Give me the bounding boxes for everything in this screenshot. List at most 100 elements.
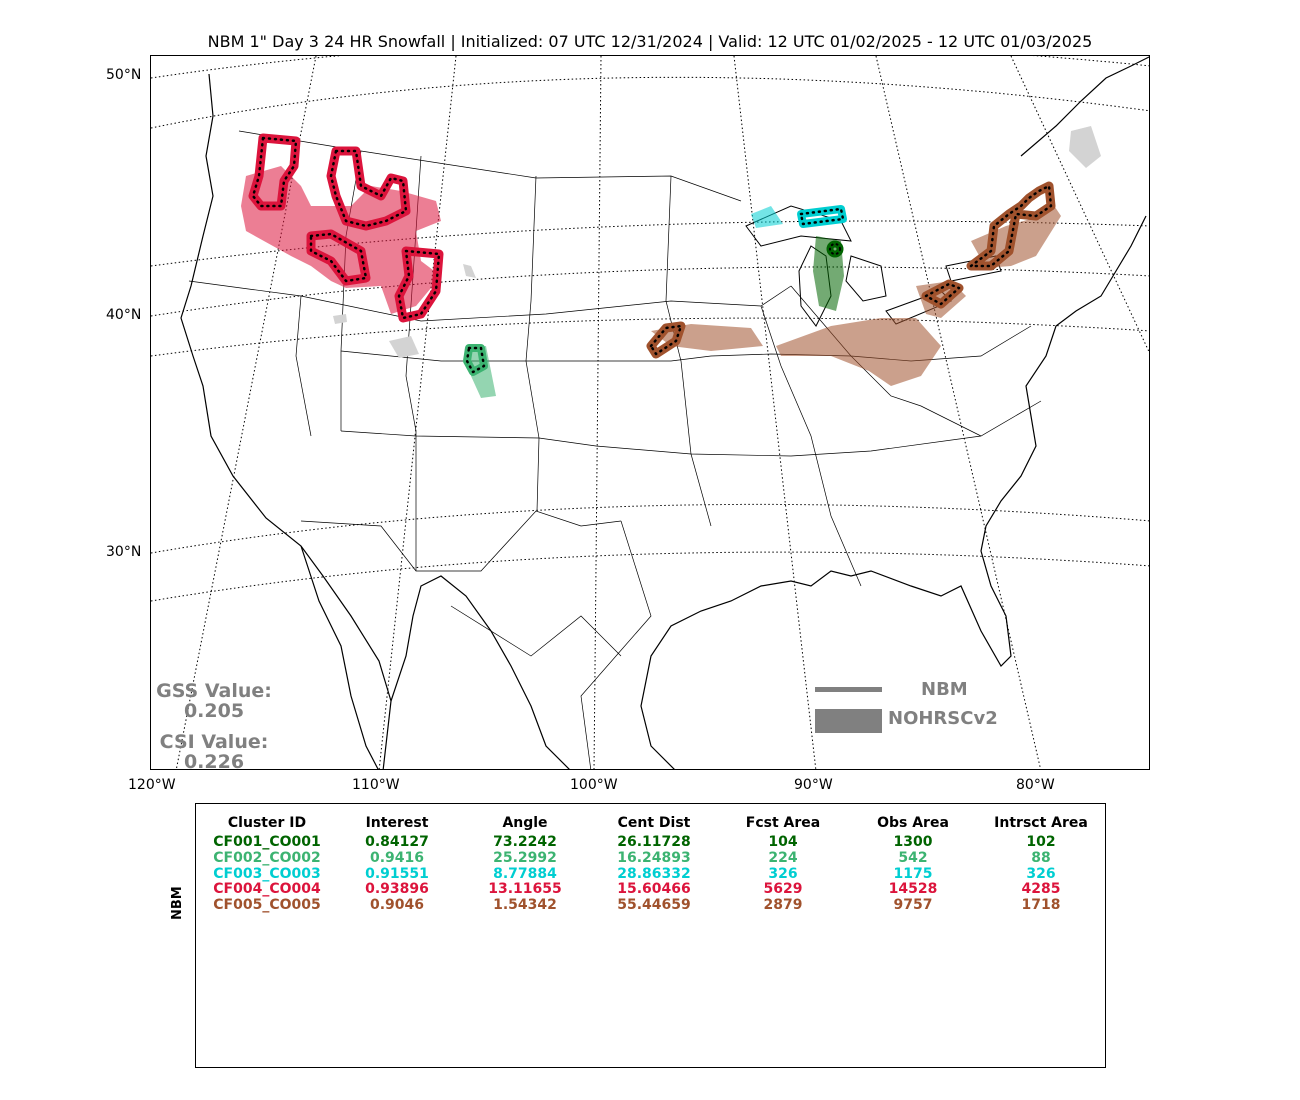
table-cell-obs-area: 1300 — [893, 834, 933, 850]
border-35n — [340, 400, 1042, 457]
map-canvas — [151, 56, 1149, 769]
table-side-label: NBM — [170, 886, 185, 920]
parallel-50 — [151, 56, 1149, 79]
lake-superior — [745, 205, 852, 247]
parallel-38 — [151, 317, 1149, 357]
cf002-forecast-outline — [463, 344, 488, 376]
lon-label-80: 80°W — [1016, 777, 1055, 793]
cf005-observed-area — [651, 201, 1061, 386]
unmatched-area-wyoming — [463, 264, 476, 278]
header-obs-area: Obs Area — [877, 815, 949, 831]
lat-label-40: 40°N — [106, 307, 142, 323]
header-cent-dist: Cent Dist — [617, 815, 691, 831]
cluster-statistics-table — [195, 803, 1106, 1068]
table-cell-interest: 0.84127 — [365, 834, 429, 850]
border-us-mexico — [300, 510, 622, 572]
table-cell-cent-dist: 26.11728 — [617, 834, 691, 850]
table-cell-cluster-id: CF001_CO001 — [213, 834, 321, 850]
parallel-47 — [151, 76, 1149, 129]
table-cell-angle: 1.54342 — [493, 897, 557, 914]
header-interest: Interest — [365, 815, 429, 831]
gss-label: GSS Value: — [156, 680, 272, 702]
border-mexico-states — [450, 605, 622, 657]
table-cell-cluster-id: CF005_CO005 — [213, 897, 321, 914]
cf002-observed-area — [471, 346, 496, 398]
table-cell-fcst-area: 5629 — [763, 881, 803, 898]
lat-label-30: 30°N — [106, 544, 142, 560]
parallel-40 — [151, 266, 1149, 317]
header-angle: Angle — [502, 815, 548, 831]
table-cell-cent-dist: 28.86332 — [617, 865, 691, 882]
border-nevada — [295, 295, 312, 437]
table-cell-fcst-area: 104 — [768, 834, 798, 850]
table-cell-obs-area: 14528 — [888, 881, 938, 898]
table-cell-fcst-area: 326 — [768, 865, 798, 882]
table-cell-angle: 8.77884 — [493, 865, 557, 882]
cf003-observed-area — [751, 206, 783, 228]
border-mississippi-e — [760, 305, 862, 587]
lon-label-90: 90°W — [794, 777, 833, 793]
map-panel — [150, 55, 1150, 770]
table-cell-angle: 25.2992 — [493, 849, 557, 866]
border-mexico-interior — [580, 520, 652, 769]
meridian-105 — [378, 56, 457, 769]
graticule — [151, 56, 1149, 769]
table-cell-cent-dist: 55.44659 — [617, 897, 691, 914]
cf005-forecast-dots — [649, 184, 1053, 356]
unmatched-area-maine — [1069, 126, 1101, 168]
gulf-east-coast — [640, 215, 1147, 769]
cf004-forecast-outline — [248, 133, 444, 323]
border-49n — [238, 130, 742, 202]
table-cell-intrsct-area: 4285 — [1021, 881, 1061, 898]
baja-california — [300, 545, 379, 769]
table-cell-fcst-area: 2879 — [763, 897, 803, 914]
meridian-100 — [593, 56, 602, 769]
border-kentucky — [850, 355, 982, 437]
table-cell-interest: 0.9416 — [369, 849, 425, 866]
header-cluster-id: Cluster ID — [227, 815, 307, 831]
lat-label-50: 50°N — [106, 67, 142, 83]
table-cell-cluster-id: CF004_CO004 — [213, 881, 321, 898]
cf001-forecast-dots — [829, 243, 841, 255]
legend-observed-swatch — [815, 709, 882, 733]
cf004-forecast-dots — [251, 136, 441, 320]
cf001-forecast-outline — [826, 240, 844, 258]
table-cell-obs-area: 9757 — [893, 897, 933, 914]
cf002-forecast-dots — [465, 346, 486, 374]
meridian-80 — [875, 56, 1042, 769]
legend-forecast-swatch — [815, 687, 882, 692]
table-cell-obs-area: 542 — [898, 849, 928, 866]
csi-value: 0.226 — [183, 751, 245, 773]
table-cell-angle: 13.11655 — [488, 881, 562, 898]
cf003-forecast-stroke — [797, 205, 847, 228]
unmatched-area-nevada — [333, 314, 347, 324]
table-cell-intrsct-area: 1718 — [1021, 897, 1061, 914]
table-cell-fcst-area: 224 — [768, 849, 798, 866]
coastlines — [180, 56, 1149, 769]
meridian-90 — [733, 56, 817, 769]
table-cell-angle: 73.2242 — [493, 834, 557, 850]
table-cell-intrsct-area: 88 — [1031, 849, 1051, 866]
table-cell-cent-dist: 15.60466 — [617, 881, 691, 898]
mexico-west-coast — [390, 575, 570, 769]
forecast-outlines — [248, 133, 1056, 376]
parallel-30 — [151, 503, 1149, 554]
state-borders — [188, 130, 1042, 769]
border-114w — [340, 150, 362, 431]
lon-label-120: 120°W — [128, 777, 176, 793]
cf003-forecast-outline — [797, 205, 847, 228]
header-intrsct-area: Intrsct Area — [994, 815, 1088, 831]
border-mississippi-w — [665, 175, 712, 527]
west-coast — [180, 73, 392, 769]
lon-label-100: 100°W — [570, 777, 618, 793]
table-cell-obs-area: 1175 — [893, 865, 933, 882]
table-cell-intrsct-area: 326 — [1026, 865, 1056, 882]
lon-label-110: 110°W — [352, 777, 400, 793]
cf005-forecast-outline — [646, 181, 1056, 359]
great-lakes — [745, 205, 1002, 327]
table-cell-interest: 0.91551 — [365, 865, 429, 882]
legend-forecast-label: NBM — [921, 679, 968, 700]
border-37n — [340, 350, 852, 362]
parallel-28 — [151, 551, 1149, 602]
border-102w — [525, 175, 540, 512]
